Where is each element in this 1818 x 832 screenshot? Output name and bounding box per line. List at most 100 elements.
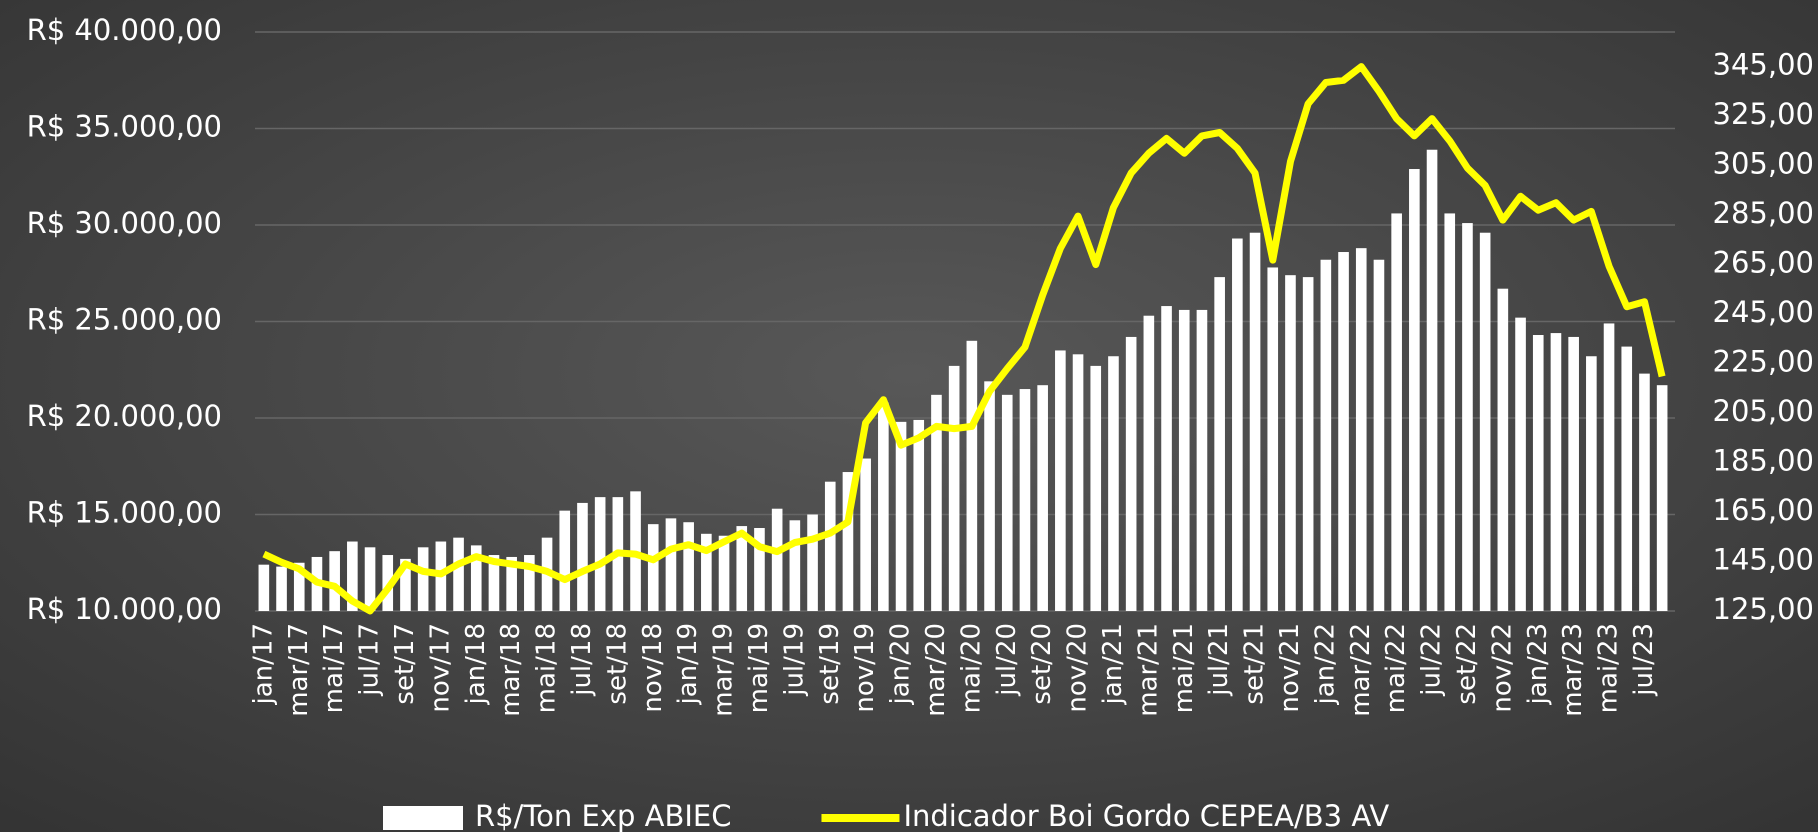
bar — [842, 472, 854, 611]
bar — [736, 526, 748, 611]
bar — [1072, 354, 1084, 611]
x-tick-label: nov/20 — [1063, 623, 1093, 713]
y2-tick-label: 265,00 — [1713, 246, 1814, 280]
x-tick-label: jul/22 — [1417, 623, 1447, 697]
x-tick-label: jan/17 — [248, 623, 278, 705]
bar — [400, 558, 411, 611]
bar — [665, 518, 677, 611]
y-tick-label: R$ 30.000,00 — [27, 206, 222, 240]
legend-swatch — [383, 806, 463, 830]
bar — [860, 458, 871, 611]
x-tick-label: nov/22 — [1487, 623, 1517, 713]
bar — [1108, 356, 1119, 611]
bar — [1232, 238, 1243, 611]
bar — [1621, 346, 1633, 611]
bar — [1019, 389, 1031, 611]
bar — [807, 514, 818, 611]
x-tick-label: nov/21 — [1275, 623, 1305, 713]
bar — [1409, 169, 1420, 611]
bar — [984, 381, 995, 611]
bar — [1249, 232, 1261, 611]
bar — [594, 497, 606, 611]
bar — [329, 551, 340, 611]
legend-label: R$/Ton Exp ABIEC — [475, 799, 731, 832]
bar — [1355, 248, 1367, 611]
bar — [1550, 333, 1562, 611]
bar — [948, 365, 960, 611]
bar — [878, 402, 889, 611]
y-tick-label: R$ 10.000,00 — [27, 592, 222, 626]
bar — [1462, 223, 1473, 611]
bar — [1178, 309, 1190, 611]
bar — [1125, 336, 1137, 611]
x-tick-label: set/20 — [1027, 623, 1057, 705]
bar — [1267, 267, 1279, 611]
bar — [1285, 275, 1296, 611]
y2-tick-label: 125,00 — [1713, 592, 1814, 626]
bar — [1143, 315, 1155, 611]
bar — [1479, 232, 1491, 611]
x-tick-label: jan/21 — [1098, 623, 1128, 705]
bar — [1090, 365, 1102, 611]
bar — [1603, 323, 1615, 611]
bar — [895, 421, 907, 611]
bar — [1037, 385, 1048, 611]
bar — [1515, 317, 1526, 611]
bar — [913, 419, 925, 611]
x-tick-label: set/19 — [815, 623, 845, 705]
x-tick-label: jul/23 — [1629, 623, 1659, 697]
y2-tick-label: 185,00 — [1713, 444, 1814, 478]
bar — [1302, 277, 1314, 611]
x-tick-label: set/21 — [1240, 623, 1270, 705]
x-tick-label: jul/21 — [1204, 623, 1234, 697]
y-tick-label: R$ 35.000,00 — [27, 110, 222, 144]
y-tick-label: R$ 20.000,00 — [27, 399, 222, 433]
x-tick-label: mai/20 — [956, 623, 986, 713]
bar — [293, 562, 305, 611]
bar — [1001, 394, 1013, 611]
bar — [1532, 335, 1544, 611]
y2-tick-label: 145,00 — [1713, 543, 1814, 577]
y2-tick-label: 345,00 — [1713, 48, 1814, 82]
x-tick-label: jul/19 — [779, 623, 809, 697]
y2-tick-label: 225,00 — [1713, 345, 1814, 379]
y2-tick-label: 205,00 — [1713, 394, 1814, 428]
bar — [1656, 385, 1668, 611]
x-tick-label: jan/20 — [886, 623, 916, 705]
bar — [506, 556, 517, 611]
bar — [453, 537, 464, 611]
bar — [966, 340, 978, 611]
x-tick-label: jul/18 — [567, 623, 597, 697]
x-tick-label: jan/23 — [1523, 623, 1553, 705]
bar — [276, 566, 287, 611]
x-tick-label: mar/20 — [921, 623, 951, 717]
bar — [824, 481, 836, 611]
bar — [1639, 373, 1650, 611]
legend-label: Indicador Boi Gordo CEPEA/B3 AV — [903, 799, 1389, 832]
bar — [1373, 259, 1385, 611]
bar — [1444, 213, 1456, 612]
bar — [1161, 306, 1172, 611]
bar — [754, 528, 765, 611]
bar — [488, 555, 500, 611]
x-tick-label: mai/19 — [744, 623, 774, 713]
y-tick-label: R$ 25.000,00 — [27, 303, 222, 337]
x-tick-label: nov/17 — [425, 623, 455, 713]
x-tick-label: nov/18 — [638, 623, 668, 713]
bar — [1568, 336, 1579, 611]
y2-tick-label: 165,00 — [1713, 493, 1814, 527]
bar — [1196, 309, 1208, 611]
bar — [718, 535, 730, 611]
bar — [789, 520, 801, 611]
bar — [647, 524, 659, 611]
y2-tick-label: 325,00 — [1713, 97, 1814, 131]
y-tick-label: R$ 40.000,00 — [27, 13, 222, 47]
x-tick-label: mar/23 — [1558, 623, 1588, 717]
x-tick-label: jul/20 — [992, 623, 1022, 697]
x-tick-label: nov/19 — [850, 623, 880, 713]
bar — [559, 510, 571, 611]
y2-tick-label: 305,00 — [1713, 147, 1814, 181]
x-tick-label: mai/18 — [532, 623, 562, 713]
